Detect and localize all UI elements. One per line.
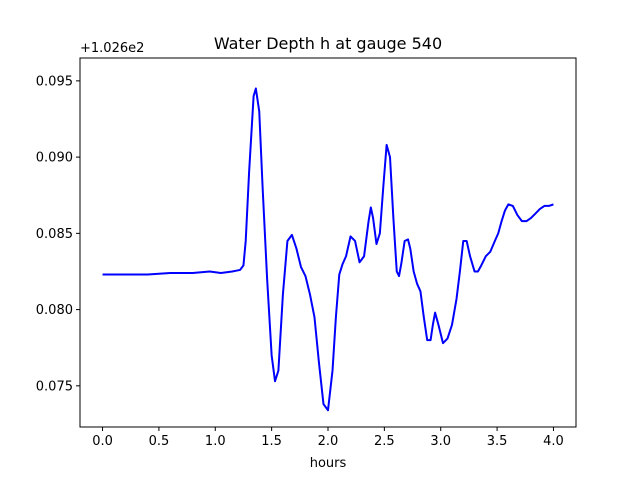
chart-title: Water Depth h at gauge 540 — [214, 34, 442, 53]
y-tick-label: 0.095 — [36, 74, 73, 89]
x-tick-label: 3.0 — [430, 434, 451, 449]
y-offset-label: +1.026e2 — [80, 41, 144, 56]
x-axis: 0.0 0.5 1.0 1.5 2.0 2.5 3.0 3.5 4.0 — [92, 427, 564, 449]
y-tick-label: 0.090 — [36, 151, 73, 166]
water-depth-line — [102, 87, 554, 412]
x-tick-label: 4.0 — [543, 434, 564, 449]
x-tick-label: 2.0 — [318, 434, 339, 449]
x-tick-label: 0.0 — [92, 434, 113, 449]
x-tick-label: 2.5 — [374, 434, 395, 449]
x-tick-label: 0.5 — [149, 434, 170, 449]
y-tick-label: 0.075 — [36, 379, 73, 394]
x-tick-label: 1.0 — [205, 434, 226, 449]
x-tick-label: 3.5 — [487, 434, 508, 449]
x-axis-label: hours — [310, 456, 347, 471]
x-tick-label: 1.5 — [261, 434, 282, 449]
plot-area-frame — [79, 57, 577, 428]
y-tick-label: 0.085 — [36, 227, 73, 242]
y-tick-label: 0.080 — [36, 303, 73, 318]
y-axis: 0.075 0.080 0.085 0.090 0.095 — [36, 74, 80, 394]
